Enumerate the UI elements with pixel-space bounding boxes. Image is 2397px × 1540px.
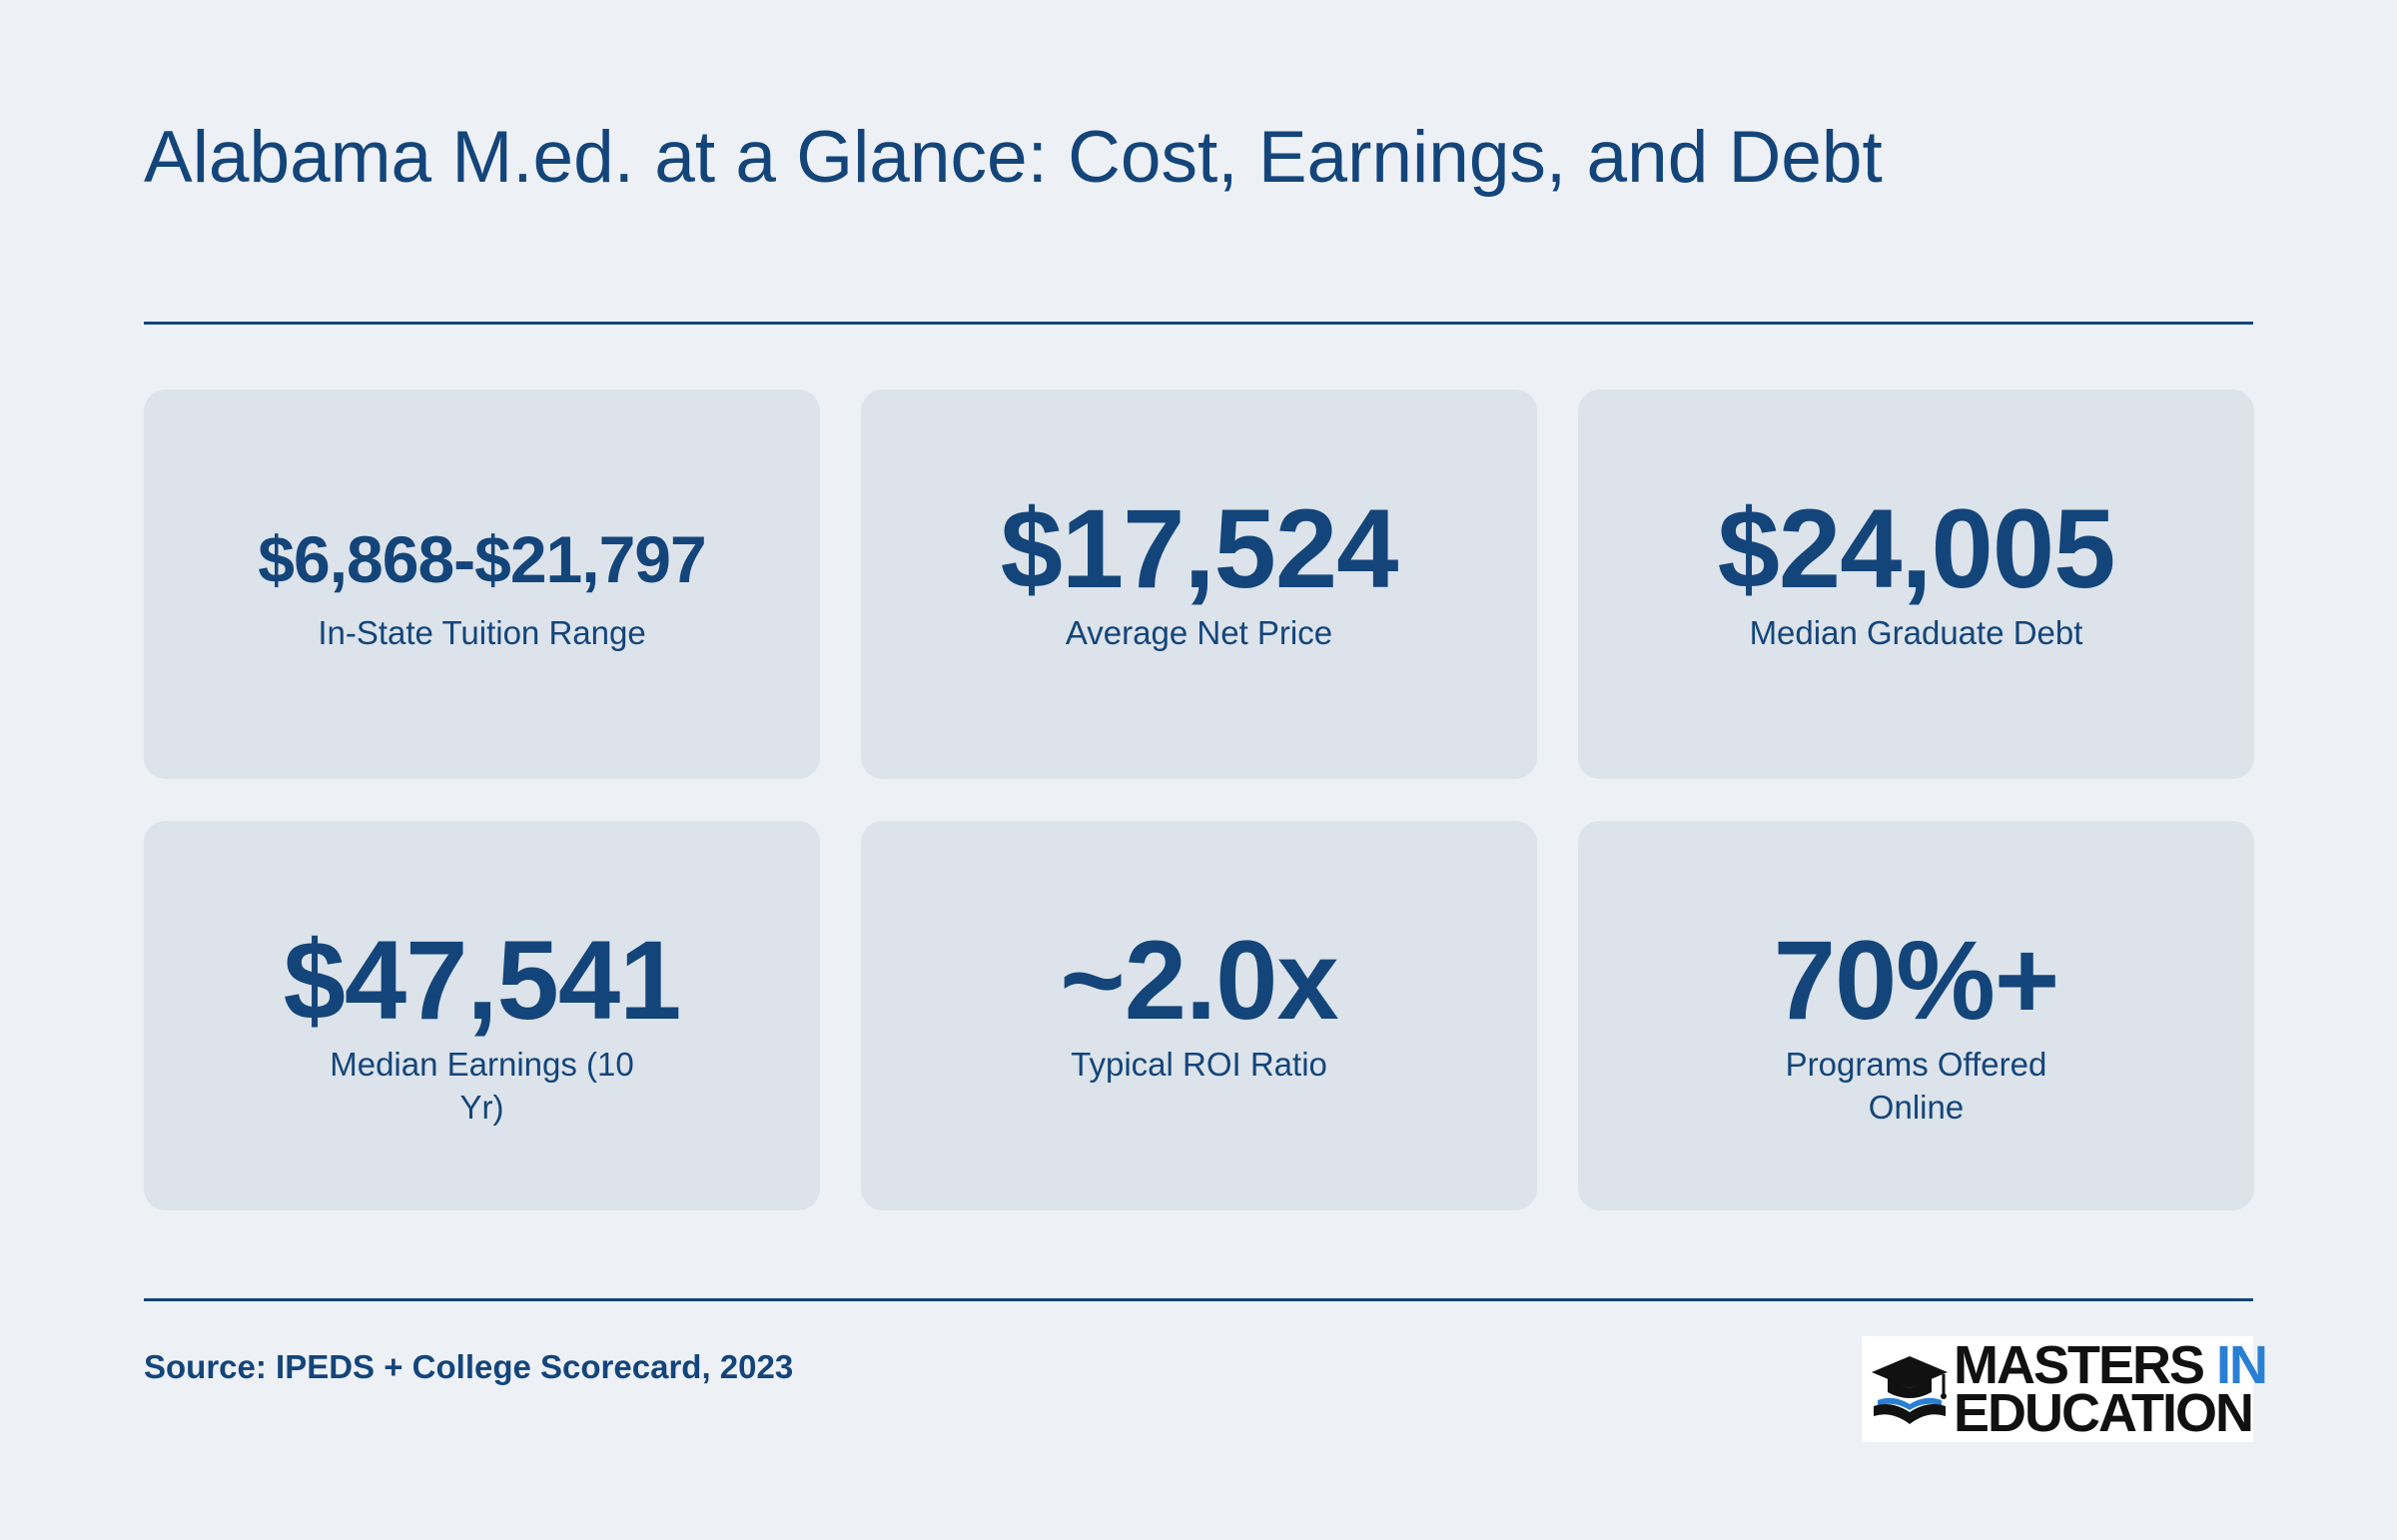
graduation-cap-book-icon [1872,1356,1948,1424]
stat-label: Median Graduate Debt [1749,614,2083,651]
stat-card-roi-ratio: ~2.0x Typical ROI Ratio [861,821,1537,1210]
top-divider [144,322,2253,325]
stat-label: Typical ROI Ratio [1071,1046,1327,1083]
stat-label: Median Earnings (10 Yr) [330,1046,634,1126]
stat-value: $6,868-$21,797 [258,522,706,596]
bottom-divider [144,1298,2253,1301]
stats-grid: $6,868-$21,797 In-State Tuition Range $1… [144,389,2254,1210]
brand-logo: MASTERS IN EDUCATION [1862,1335,2268,1443]
stat-card-tuition-range: $6,868-$21,797 In-State Tuition Range [144,389,820,779]
logo-word-in: IN [2216,1335,2268,1395]
stat-value: ~2.0x [1060,918,1338,1043]
stat-card-net-price: $17,524 Average Net Price [861,389,1537,779]
stat-card-online-programs: 70%+ Programs Offered Online [1578,821,2254,1210]
stat-label: Programs Offered Online [1785,1046,2047,1126]
logo-word-masters: MASTERS [1954,1335,2205,1395]
stat-value: $47,541 [283,918,682,1043]
source-note: Source: IPEDS + College Scorecard, 2023 [144,1348,794,1385]
page-title: Alabama M.ed. at a Glance: Cost, Earning… [144,117,1883,198]
logo-word-education: EDUCATION [1954,1383,2254,1443]
infographic: Alabama M.ed. at a Glance: Cost, Earning… [144,0,2268,1540]
stat-value: $24,005 [1717,486,2116,611]
stat-card-median-earnings: $47,541 Median Earnings (10 Yr) [144,821,820,1210]
stat-value: $17,524 [1000,486,1399,611]
stat-label: In-State Tuition Range [318,614,646,651]
stat-value: 70%+ [1773,918,2060,1043]
stat-card-graduate-debt: $24,005 Median Graduate Debt [1578,389,2254,779]
stat-label: Average Net Price [1065,614,1333,651]
